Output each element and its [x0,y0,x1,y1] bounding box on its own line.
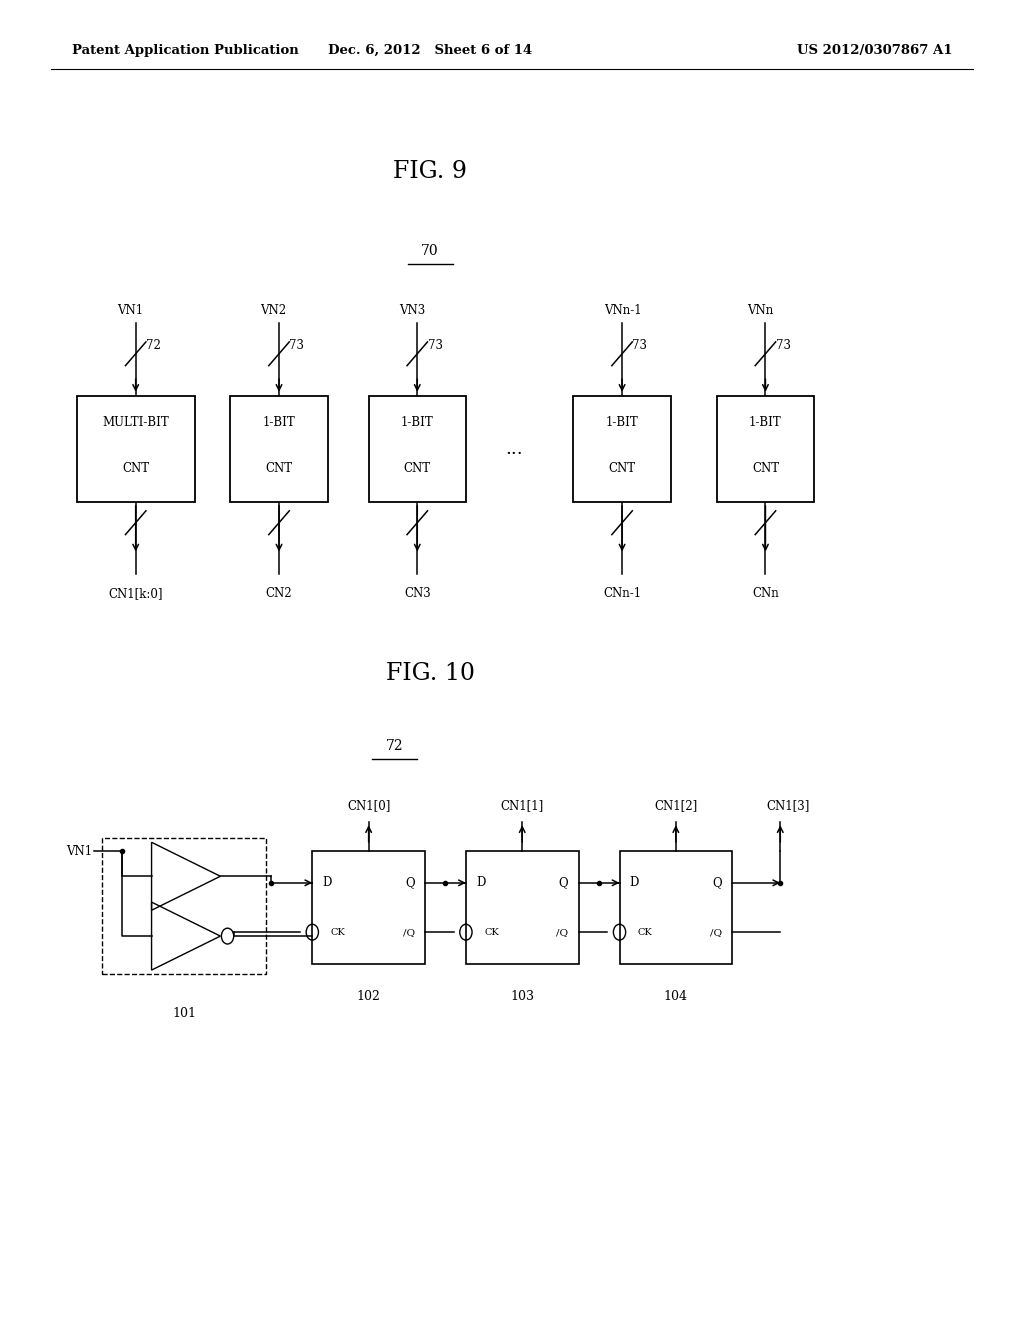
Text: 73: 73 [776,339,791,352]
Text: VN1: VN1 [66,845,92,858]
Text: CN1[1]: CN1[1] [501,799,544,812]
Text: FIG. 10: FIG. 10 [386,661,474,685]
Text: 104: 104 [664,990,688,1003]
Text: 103: 103 [510,990,535,1003]
Text: CN1[2]: CN1[2] [654,799,697,812]
Bar [230,396,328,502]
Text: 1-BIT: 1-BIT [401,416,433,429]
Text: 1-BIT: 1-BIT [263,416,295,429]
Text: Q: Q [406,876,415,890]
Text: D: D [323,876,332,890]
Text: VN1: VN1 [117,304,143,317]
Bar [717,396,814,502]
Text: Patent Application Publication: Patent Application Publication [72,44,298,57]
Text: 1-BIT: 1-BIT [750,416,781,429]
Text: VN3: VN3 [398,304,425,317]
Bar [573,396,671,502]
Text: CNT: CNT [608,462,636,475]
Text: VNn: VNn [746,304,773,317]
Bar [102,838,266,974]
Text: ...: ... [505,440,523,458]
Bar [620,851,732,964]
Text: CNT: CNT [265,462,293,475]
Bar [369,396,466,502]
Text: CN3: CN3 [403,587,431,601]
Text: CN1[k:0]: CN1[k:0] [109,587,163,601]
Bar [466,851,579,964]
Text: 102: 102 [356,990,381,1003]
Text: CN1[0]: CN1[0] [347,799,390,812]
Text: 1-BIT: 1-BIT [606,416,638,429]
Text: 101: 101 [172,1007,197,1020]
Text: CN1[3]: CN1[3] [767,799,810,812]
Text: Q: Q [713,876,722,890]
Text: D: D [476,876,485,890]
Text: 73: 73 [633,339,647,352]
Text: VN2: VN2 [260,304,287,317]
Text: CNn-1: CNn-1 [603,587,641,601]
Text: /Q: /Q [556,928,568,937]
Text: 72: 72 [385,739,403,752]
Text: 72: 72 [146,339,161,352]
Text: CK: CK [484,928,499,937]
Text: CNT: CNT [752,462,779,475]
Text: MULTI-BIT: MULTI-BIT [102,416,169,429]
Text: Q: Q [559,876,568,890]
Text: CNT: CNT [403,462,431,475]
Text: 70: 70 [421,244,439,257]
Text: /Q: /Q [710,928,722,937]
Text: 73: 73 [428,339,442,352]
Text: 73: 73 [290,339,304,352]
Text: US 2012/0307867 A1: US 2012/0307867 A1 [797,44,952,57]
Bar [312,851,425,964]
Text: D: D [630,876,639,890]
Text: Dec. 6, 2012   Sheet 6 of 14: Dec. 6, 2012 Sheet 6 of 14 [328,44,532,57]
Text: CN2: CN2 [265,587,293,601]
Text: FIG. 9: FIG. 9 [393,160,467,183]
Text: CK: CK [331,928,345,937]
Text: CK: CK [638,928,652,937]
Bar [77,396,195,502]
Text: CNn: CNn [752,587,779,601]
Text: /Q: /Q [402,928,415,937]
Text: VNn-1: VNn-1 [604,304,641,317]
Text: CNT: CNT [122,462,150,475]
